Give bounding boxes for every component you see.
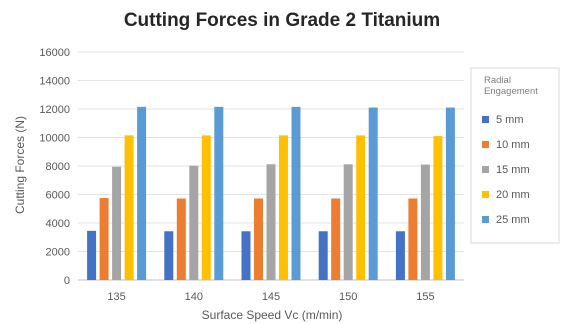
y-axis-label: Cutting Forces (N) xyxy=(13,116,27,214)
bar xyxy=(87,230,97,280)
bar xyxy=(318,231,328,280)
legend-title-line: Radial xyxy=(484,75,511,86)
legend-swatch xyxy=(482,191,489,198)
x-tick-label: 145 xyxy=(262,291,280,303)
x-tick-labels: 135 140 145 150 155 xyxy=(107,291,434,303)
legend-label: 15 mm xyxy=(496,164,530,176)
bar xyxy=(99,198,109,280)
bar xyxy=(408,198,418,280)
legend: Radial Engagement 5 mm 10 mm 15 mm 20 mm 25 m… xyxy=(470,67,560,244)
bar xyxy=(266,164,276,280)
bar xyxy=(164,231,174,280)
bar xyxy=(445,107,455,280)
bar xyxy=(279,135,288,280)
legend-swatch xyxy=(482,216,489,223)
y-tick-label: 16000 xyxy=(39,47,70,59)
legend-title-line: Engagement xyxy=(484,86,538,97)
y-tick-label: 2000 xyxy=(46,247,70,259)
x-tick-label: 135 xyxy=(107,291,125,303)
y-tick-labels: 0 2000 4000 6000 8000 10000 12000 14000 16000 xyxy=(39,47,70,287)
bar xyxy=(356,135,366,280)
y-tick-label: 8000 xyxy=(46,161,70,173)
y-tick-label: 0 xyxy=(64,275,70,287)
legend-label: 5 mm xyxy=(496,114,524,126)
legend-swatch xyxy=(482,116,489,123)
legend-swatch xyxy=(482,141,489,148)
bar xyxy=(395,231,405,280)
legend-box xyxy=(470,67,560,244)
bar xyxy=(331,198,341,280)
legend-label: 25 mm xyxy=(496,214,530,226)
x-tick-label: 150 xyxy=(339,291,357,303)
legend-label: 10 mm xyxy=(496,139,530,151)
legend-label: 20 mm xyxy=(496,189,530,201)
bar xyxy=(137,106,147,280)
x-tick-label: 140 xyxy=(185,291,203,303)
y-tick-label: 6000 xyxy=(46,190,70,202)
bar xyxy=(124,135,134,280)
y-tick-label: 10000 xyxy=(39,133,70,145)
chart-title: Cutting Forces in Grade 2 Titanium xyxy=(124,10,440,31)
bar xyxy=(176,198,186,280)
legend-swatch xyxy=(482,166,489,173)
x-tick-label: 155 xyxy=(416,291,434,303)
y-tick-label: 12000 xyxy=(39,104,70,116)
x-axis-label: Surface Speed Vc (m/min) xyxy=(202,308,343,322)
legend-title: Radial Engagement xyxy=(484,75,538,97)
bar xyxy=(201,135,211,280)
bar xyxy=(368,107,378,280)
bar xyxy=(254,198,263,280)
bar xyxy=(112,166,122,280)
bar xyxy=(420,164,430,280)
bar xyxy=(214,106,224,280)
bar xyxy=(433,136,443,280)
bar xyxy=(291,106,301,280)
y-tick-label: 4000 xyxy=(46,218,70,230)
y-tick-label: 14000 xyxy=(39,76,70,88)
bars xyxy=(87,106,455,280)
legend-items: 5 mm 10 mm 15 mm 20 mm 25 mm xyxy=(482,114,530,226)
bar xyxy=(343,164,353,280)
bar xyxy=(241,231,251,280)
bar xyxy=(189,165,199,280)
